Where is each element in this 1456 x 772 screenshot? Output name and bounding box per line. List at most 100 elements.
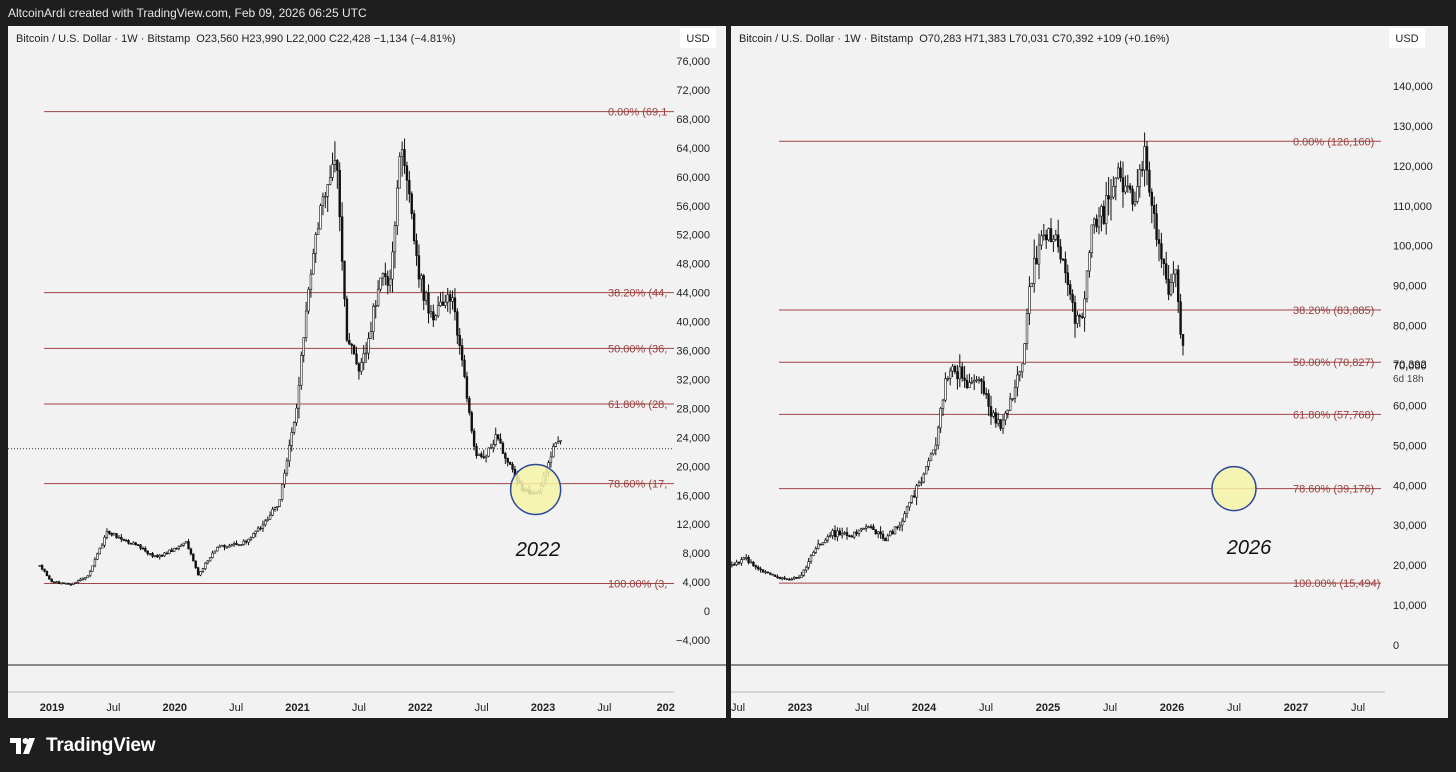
candle-body	[276, 506, 279, 508]
x-tick-label: 2026	[1160, 702, 1184, 714]
candle-body	[369, 331, 373, 339]
candle-body	[1037, 244, 1041, 265]
candle-body	[913, 495, 916, 498]
candle-body	[422, 275, 425, 301]
candle-body	[338, 170, 341, 218]
candle-body	[477, 453, 481, 456]
candle-body	[441, 301, 445, 306]
x-tick-label: Jul	[1227, 702, 1241, 714]
y-tick-label: 60,000	[676, 172, 710, 184]
candle-body	[439, 301, 442, 306]
candle-body	[86, 575, 89, 578]
x-tick-label: Jul	[855, 702, 869, 714]
candle-body	[55, 581, 58, 584]
candle-body	[506, 457, 509, 463]
candle-body	[120, 536, 123, 540]
candle-body	[321, 196, 325, 206]
chart-panel-right[interactable]: Bitcoin / U.S. Dollar · 1W · Bitstamp O70…	[731, 26, 1448, 718]
candle-body	[1136, 186, 1139, 202]
y-tick-label: 8,000	[682, 548, 710, 560]
candle-body	[201, 568, 205, 572]
candle-body	[1179, 301, 1182, 335]
candle-body	[879, 531, 882, 535]
candle-body	[72, 582, 75, 585]
candle-body	[865, 526, 868, 529]
candle-body	[379, 277, 382, 290]
candle-body	[412, 213, 416, 242]
candle-body	[458, 334, 461, 346]
y-tick-label: −4,000	[676, 635, 710, 647]
y-tick-label: 140,000	[1393, 81, 1433, 93]
candle-body	[1119, 167, 1122, 179]
fib-level-label: 50.00% (70,827)	[1293, 357, 1374, 369]
brand[interactable]: TradingView	[10, 735, 156, 756]
candle-body	[98, 547, 101, 555]
candle-body	[1006, 410, 1009, 414]
candle-body	[800, 574, 803, 578]
candle-body	[908, 502, 911, 508]
candle-body	[889, 531, 892, 537]
candle-body	[1088, 252, 1091, 272]
candle-body	[795, 576, 798, 579]
candle-body	[472, 430, 476, 447]
x-tick-label: 202	[657, 702, 675, 714]
candle-body	[1162, 258, 1165, 265]
currency-box[interactable]	[1389, 28, 1425, 48]
candle-body	[898, 524, 901, 528]
fib-level-label: 38.20% (83,885)	[1293, 305, 1374, 317]
candle-body	[1085, 270, 1089, 300]
candle-body	[117, 536, 121, 539]
candle-body	[376, 288, 380, 306]
candle-body	[1028, 286, 1031, 314]
candle-body	[189, 548, 193, 555]
candle-body	[482, 456, 485, 459]
candle-body	[273, 507, 277, 510]
currency-box[interactable]	[680, 28, 716, 48]
candle-body	[1102, 206, 1105, 224]
candle-body	[1092, 218, 1096, 226]
candle-body	[1080, 316, 1084, 318]
candle-body	[1148, 169, 1151, 193]
panel-divider	[726, 26, 731, 718]
candles-group	[38, 138, 562, 586]
candle-body	[987, 393, 990, 407]
fib-level-label: 0.00% (126,160)	[1293, 136, 1374, 148]
candle-body	[429, 311, 433, 314]
candle-body	[340, 216, 344, 262]
candle-body	[1073, 302, 1077, 324]
candle-body	[559, 440, 562, 442]
candle-body	[814, 548, 818, 553]
y-tick-label: 0	[704, 606, 710, 618]
candle-body	[776, 576, 779, 578]
candle-body	[927, 460, 930, 467]
candle-body	[1042, 234, 1045, 237]
candle-body	[307, 288, 310, 312]
candle-body	[999, 419, 1002, 429]
candle-body	[1138, 169, 1141, 187]
candle-body	[1143, 146, 1146, 171]
candle-body	[436, 305, 440, 317]
candle-body	[177, 545, 181, 550]
currency-label[interactable]: USD	[1395, 33, 1418, 45]
chart-panel-left[interactable]: Bitcoin / U.S. Dollar · 1W · Bitstamp O23…	[8, 26, 726, 718]
candle-body	[199, 571, 202, 576]
chart-svg-left[interactable]: Bitcoin / U.S. Dollar · 1W · Bitstamp O23…	[8, 26, 726, 718]
candle-body	[766, 571, 770, 574]
candle-body	[285, 460, 289, 474]
candle-body	[1004, 413, 1007, 421]
currency-label[interactable]: USD	[686, 33, 709, 45]
chart-title-text: Bitcoin / U.S. Dollar · 1W · Bitstamp	[16, 33, 190, 45]
chart-svg-right[interactable]: Bitcoin / U.S. Dollar · 1W · Bitstamp O70…	[731, 26, 1448, 718]
candle-body	[427, 292, 430, 314]
candle-body	[761, 569, 765, 573]
candle-body	[64, 582, 68, 585]
candle-body	[910, 495, 913, 503]
candle-body	[331, 164, 334, 178]
candle-body	[756, 566, 760, 570]
x-tick-label: 2020	[163, 702, 187, 714]
y-tick-label: 40,000	[676, 317, 710, 329]
candle-body	[283, 472, 286, 485]
candle-body	[151, 553, 154, 557]
candle-body	[845, 532, 849, 536]
candle-body	[1008, 398, 1012, 411]
